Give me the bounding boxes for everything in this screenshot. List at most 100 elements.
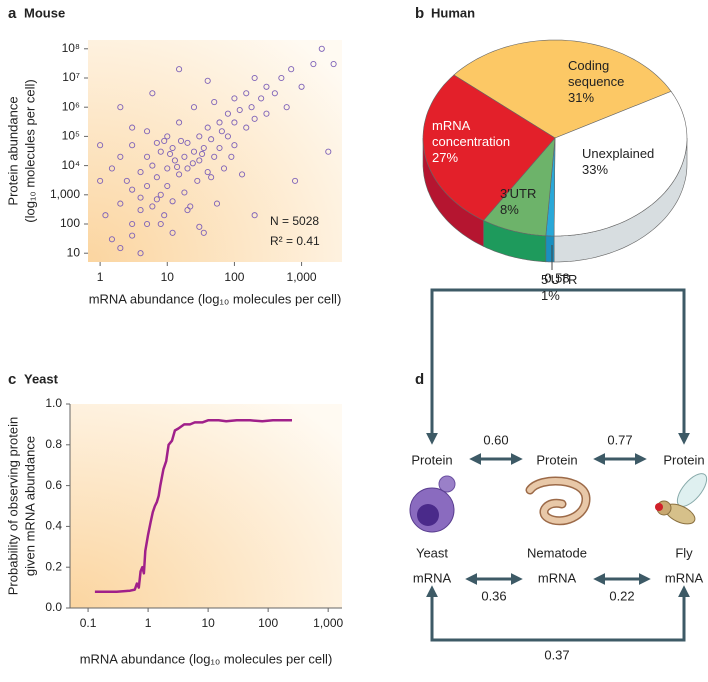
- point: [129, 142, 136, 149]
- y-tick-label: 0.2: [45, 559, 62, 573]
- yeast-icon: [409, 475, 456, 533]
- slice-label: Coding sequence 31%: [568, 58, 658, 106]
- point: [129, 220, 136, 228]
- point: [161, 212, 168, 219]
- point: [204, 77, 211, 84]
- point: [298, 83, 305, 90]
- point: [169, 144, 176, 152]
- point: [144, 128, 151, 135]
- point: [263, 110, 270, 117]
- point: [153, 174, 160, 181]
- point: [271, 90, 278, 97]
- node-label: mRNA: [413, 570, 452, 585]
- y-tick-label: 10⁴: [61, 158, 80, 172]
- point: [231, 142, 238, 149]
- plot-background: [70, 404, 342, 608]
- y-axis-label: given mRNA abundance: [22, 436, 37, 576]
- point: [117, 200, 124, 207]
- panel-label: d: [415, 371, 424, 388]
- x-tick-label: 0.1: [80, 616, 97, 630]
- point: [236, 106, 243, 114]
- point: [149, 203, 156, 210]
- point: [164, 182, 171, 190]
- point: [177, 137, 185, 144]
- panel-label: a: [8, 5, 17, 22]
- point: [228, 153, 235, 160]
- point: [171, 157, 178, 164]
- nematode-icon: [525, 476, 591, 526]
- point: [184, 207, 191, 214]
- x-axis-label: mRNA abundance (log₁₀ molecules per cell…: [80, 651, 333, 666]
- point: [196, 223, 203, 230]
- y-axis-label: (log₁₀ molecules per cell): [22, 79, 37, 222]
- point: [149, 162, 156, 169]
- point: [224, 110, 231, 117]
- point: [199, 150, 206, 158]
- point: [190, 148, 198, 155]
- point: [164, 165, 171, 172]
- point: [153, 139, 160, 146]
- point: [164, 133, 171, 140]
- point: [153, 196, 160, 203]
- panel-title: Mouse: [24, 5, 65, 20]
- point: [216, 144, 223, 152]
- point: [251, 212, 258, 219]
- annotation: N = 5028: [270, 214, 319, 228]
- point: [169, 229, 176, 236]
- pie-side: [545, 235, 555, 263]
- point: [176, 119, 183, 126]
- point: [137, 207, 144, 214]
- point: [211, 153, 218, 160]
- point: [190, 104, 198, 111]
- pie-slice: [553, 91, 688, 237]
- point: [211, 99, 218, 106]
- line: [94, 419, 292, 593]
- point: [97, 177, 104, 184]
- point: [208, 174, 215, 181]
- point: [181, 153, 188, 160]
- y-tick-label: 10⁶: [62, 99, 80, 113]
- point: [157, 220, 164, 228]
- x-axis-label: mRNA abundance (log₁₀ molecules per cell…: [89, 291, 342, 306]
- point: [137, 169, 144, 176]
- point: [213, 200, 221, 207]
- correlation: 0.36: [481, 588, 506, 603]
- point: [330, 61, 337, 68]
- point: [184, 165, 191, 172]
- point: [129, 124, 136, 131]
- point: [204, 169, 211, 176]
- slice-label: Unexplained 33%: [582, 146, 682, 178]
- y-axis-label: Protein abundance: [5, 96, 20, 205]
- point: [283, 104, 290, 111]
- correlation: 0.77: [607, 432, 632, 447]
- point: [292, 177, 299, 184]
- point: [196, 133, 203, 140]
- point: [200, 144, 207, 152]
- point: [196, 157, 203, 164]
- slice-value: 8%: [500, 202, 519, 217]
- point: [157, 148, 164, 155]
- y-tick-label: 0.6: [45, 478, 62, 492]
- point: [208, 136, 215, 143]
- point: [318, 45, 325, 52]
- point: [102, 212, 109, 219]
- y-tick-label: 0.0: [45, 600, 62, 614]
- point: [181, 189, 188, 196]
- point: [144, 220, 151, 228]
- point: [251, 115, 258, 122]
- x-tick-label: 1,000: [313, 616, 343, 630]
- point: [251, 74, 258, 82]
- y-tick-label: 1,000: [50, 187, 80, 201]
- point: [174, 163, 181, 170]
- x-tick-label: 10: [161, 270, 175, 284]
- plot-background: [88, 40, 342, 262]
- correlation: 0.58: [544, 270, 569, 285]
- node-label: Protein: [536, 452, 577, 467]
- point: [263, 83, 270, 90]
- point: [161, 137, 168, 144]
- slice-label: mRNA concentration 27%: [432, 118, 542, 166]
- point: [239, 171, 246, 178]
- node-label: Protein: [663, 452, 704, 467]
